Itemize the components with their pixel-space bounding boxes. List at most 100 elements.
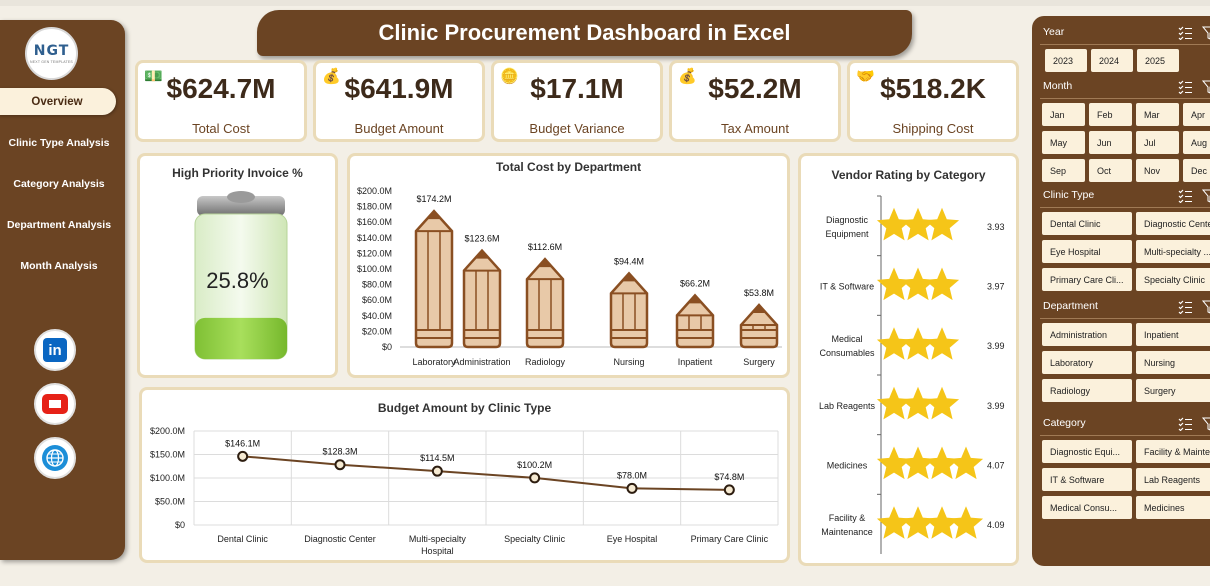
money-bag-icon: 💰 (322, 68, 341, 85)
nav-month-analysis[interactable]: Month Analysis (20, 259, 98, 272)
filter-chip-category[interactable]: Diagnostic Equi... (1042, 440, 1132, 463)
filter-chip-clinic-type[interactable]: Primary Care Cli... (1042, 268, 1132, 291)
pencil-tip (753, 305, 765, 314)
multi-select-icon[interactable] (1178, 80, 1192, 94)
filter-chip-month[interactable]: Sep (1042, 159, 1085, 182)
filter-chip-category[interactable]: Facility & Mainte... (1136, 440, 1210, 463)
bar-nursing (609, 271, 649, 349)
multi-select-icon[interactable] (1178, 300, 1192, 314)
rating-value: 3.93 (987, 222, 1005, 232)
filter-chip-category[interactable]: Medicines (1136, 496, 1210, 519)
filter-chip-month[interactable]: Jun (1089, 131, 1132, 154)
filter-chip-month[interactable]: Feb (1089, 103, 1132, 126)
filter-chip-department[interactable]: Nursing (1136, 351, 1210, 374)
kpi-shipping-cost: 🤝 $518.2K Shipping Cost (847, 60, 1019, 142)
filter-chip-month[interactable]: Jul (1136, 131, 1179, 154)
nav-overview[interactable]: Overview (0, 88, 116, 115)
bar-administration (462, 248, 502, 349)
dashboard-title-bar: Clinic Procurement Dashboard in Excel (257, 10, 912, 56)
bar-radiology (525, 257, 565, 349)
x-tick-label: Dental Clinic (217, 534, 268, 544)
filter-chip-month[interactable]: Nov (1136, 159, 1179, 182)
clear-filter-icon[interactable] (1202, 417, 1210, 431)
panel-title: Total Cost by Department (495, 160, 642, 174)
filter-chip-clinic-type[interactable]: Specialty Clinic (1136, 268, 1210, 291)
page-title: Clinic Procurement Dashboard in Excel (378, 20, 791, 45)
high-priority-panel: High Priority Invoice % 25.8% (137, 153, 338, 378)
x-tick-label: Primary Care Clinic (691, 534, 769, 544)
pencil-body (414, 209, 454, 349)
filter-panel: Year 2023 2024 2025 Month Jan Feb Mar Apr May Jun J… (1032, 16, 1210, 566)
dept-chart-panel: Total Cost by Department $0 $20.0M $40.0M $… (347, 153, 790, 378)
filter-chip-department[interactable]: Administration (1042, 323, 1132, 346)
y-tick-label: $150.0M (150, 450, 185, 460)
filter-chip-clinic-type[interactable]: Diagnostic Center (1136, 212, 1210, 235)
filter-header-year: Year (1043, 26, 1065, 38)
star-icon (900, 327, 936, 360)
filter-chip-year[interactable]: 2024 (1091, 49, 1133, 72)
youtube-icon (42, 394, 68, 414)
y-tick-label: $20.0M (362, 326, 392, 336)
star-icon (924, 386, 960, 420)
filter-chip-department[interactable]: Surgery (1136, 379, 1210, 402)
nav-department-analysis[interactable]: Department Analysis (6, 218, 112, 231)
filter-chip-month[interactable]: Oct (1089, 159, 1132, 182)
linkedin-button[interactable]: in (34, 329, 76, 371)
kpi-value: $52.2M (708, 73, 802, 104)
data-label: $53.8M (744, 288, 774, 298)
filter-chip-month[interactable]: Aug (1183, 131, 1210, 154)
data-label: $114.5M (420, 453, 454, 463)
data-label: $94.4M (614, 256, 644, 266)
y-tick-label: $120.0M (357, 248, 392, 258)
multi-select-icon[interactable] (1178, 26, 1192, 40)
star-icon (876, 446, 912, 480)
data-label: $128.3M (322, 447, 357, 457)
filter-chip-clinic-type[interactable]: Dental Clinic (1042, 212, 1132, 235)
filter-chip-clinic-type[interactable]: Eye Hospital (1042, 240, 1132, 263)
clear-filter-icon[interactable] (1202, 80, 1210, 94)
filter-chip-year[interactable]: 2025 (1137, 49, 1179, 72)
star-icon (924, 327, 960, 360)
filter-chip-category[interactable]: Medical Consu... (1042, 496, 1132, 519)
data-label: $146.1M (225, 438, 260, 448)
nav-category-analysis[interactable]: Category Analysis (13, 177, 105, 190)
y-tick-label: $60.0M (362, 295, 392, 305)
clear-filter-icon[interactable] (1202, 189, 1210, 203)
filter-chip-month[interactable]: Mar (1136, 103, 1179, 126)
battery-terminal (227, 191, 255, 203)
y-tick-label: $0 (382, 342, 392, 352)
category-label: Diagnostic (826, 215, 869, 225)
website-button[interactable] (34, 437, 76, 479)
filter-chip-department[interactable]: Laboratory (1042, 351, 1132, 374)
filter-chip-category[interactable]: IT & Software (1042, 468, 1132, 491)
youtube-button[interactable] (34, 383, 76, 425)
filter-chip-month[interactable]: Apr (1183, 103, 1210, 126)
bar-laboratory (414, 209, 454, 349)
y-tick-label: $180.0M (357, 202, 392, 212)
x-tick-label: Diagnostic Center (304, 534, 376, 544)
data-label: $74.8M (714, 472, 744, 482)
clear-filter-icon[interactable] (1202, 300, 1210, 314)
star-icon (876, 386, 912, 420)
filter-chip-clinic-type[interactable]: Multi-specialty ... (1136, 240, 1210, 263)
clear-filter-icon[interactable] (1202, 26, 1210, 40)
filter-chip-department[interactable]: Inpatient (1136, 323, 1210, 346)
filter-chip-department[interactable]: Radiology (1042, 379, 1132, 402)
multi-select-icon[interactable] (1178, 417, 1192, 431)
filter-header-month: Month (1043, 80, 1073, 92)
top-strip (0, 0, 1210, 6)
nav-clinic-type-analysis[interactable]: Clinic Type Analysis (8, 136, 110, 149)
star-icon (900, 207, 936, 241)
filter-chip-month[interactable]: Jan (1042, 103, 1085, 126)
filter-chip-month[interactable]: Dec (1183, 159, 1210, 182)
panel-title: Budget Amount by Clinic Type (377, 401, 552, 415)
filter-chip-category[interactable]: Lab Reagents (1136, 468, 1210, 491)
multi-select-icon[interactable] (1178, 189, 1192, 203)
filter-header-category: Category (1043, 417, 1086, 429)
y-tick-label: $50.0M (155, 497, 185, 507)
filter-chip-year[interactable]: 2023 (1045, 49, 1087, 72)
filter-chip-month[interactable]: May (1042, 131, 1085, 154)
kpi-label: Tax Amount (721, 121, 789, 136)
rating-value: 3.99 (987, 401, 1005, 411)
category-label: IT & Software (820, 282, 874, 292)
